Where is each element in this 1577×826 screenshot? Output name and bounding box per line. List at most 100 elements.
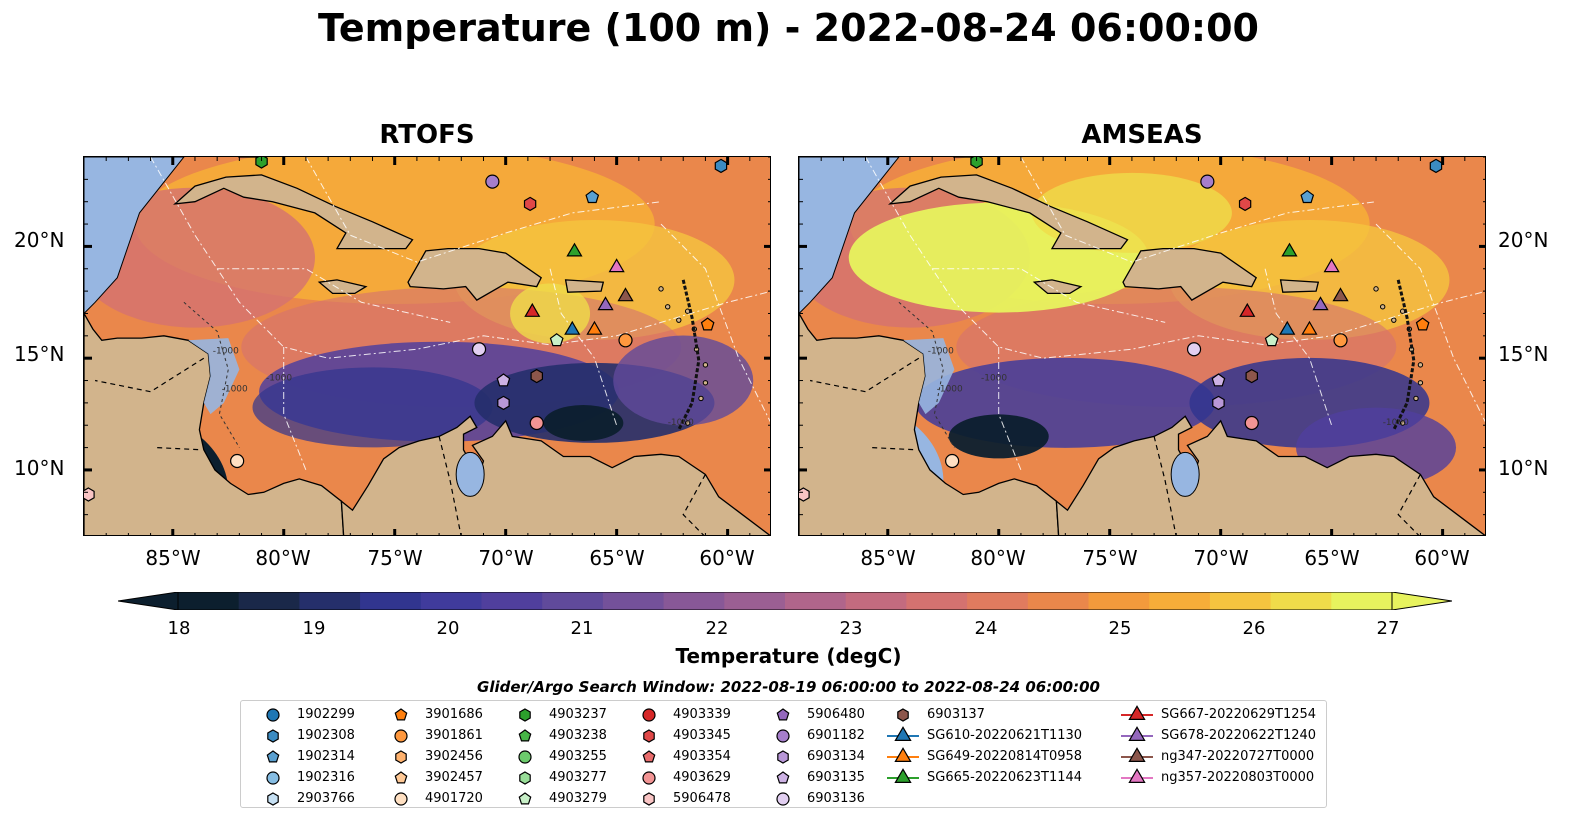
observation-marker-sg649-20220814t0958 (1301, 320, 1318, 335)
south-america-land (340, 415, 770, 535)
observation-marker-4903279 (549, 333, 564, 347)
observation-marker-6901182 (1200, 174, 1215, 189)
legend-label: 5906478 (673, 791, 731, 806)
observation-marker-sg665-20220623t1144 (1281, 242, 1298, 257)
legend-marker-pentagon (518, 729, 532, 742)
lon-label-60w-left: 60°W (699, 546, 755, 570)
legend-marker-triangle (1128, 747, 1146, 762)
legend-marker-triangle (894, 726, 912, 741)
legend-marker-circle (776, 792, 790, 806)
observation-marker-4903237 (970, 157, 983, 169)
legend-label: 6903134 (807, 749, 865, 764)
lon-label-65w-left: 65°W (589, 546, 645, 570)
legend-label: SG678-20220622T1240 (1161, 728, 1317, 743)
legend-label: 1902316 (297, 770, 355, 785)
legend-marker-triangle (894, 747, 912, 762)
observation-marker-1902314 (1300, 189, 1315, 204)
contour-label: -1000 (668, 418, 694, 428)
legend-label: 5906480 (807, 707, 865, 722)
legend-label: 4903279 (549, 791, 607, 806)
observation-marker-sg667-20220629t1254 (1239, 302, 1256, 317)
lon-label-75w-right: 75°W (1082, 546, 1138, 570)
lon-label-65w-right: 65°W (1304, 546, 1360, 570)
lon-label-60w-right: 60°W (1414, 546, 1470, 570)
legend-label: 3902457 (425, 770, 483, 785)
colorbar-gradient (117, 591, 1453, 611)
observation-marker-6901182 (485, 174, 500, 189)
hispaniola-land (1122, 247, 1258, 301)
observation-marker-3901861 (618, 333, 633, 348)
observation-marker-1902314 (585, 189, 600, 204)
legend-label: 4903255 (549, 749, 607, 764)
legend-marker-pentagon (394, 771, 408, 784)
observation-marker-6903135 (496, 373, 511, 387)
observation-marker-sg610-20220621t1130 (564, 320, 581, 335)
legend-marker-pentagon (394, 708, 408, 721)
observation-marker-3901686 (1415, 317, 1430, 331)
legend-label: 4903339 (673, 707, 731, 722)
legend-marker-pentagon (776, 771, 790, 784)
observation-marker-ng347-20220727t0000 (1332, 287, 1349, 302)
observation-marker-3901861 (1333, 333, 1348, 348)
legend-marker-hexagon (777, 750, 789, 764)
legend-marker-pentagon (776, 708, 790, 721)
colorbar-label: Temperature (degC) (675, 644, 902, 668)
legend-label: SG667-20220629T1254 (1161, 707, 1317, 722)
legend-label: 6903137 (927, 707, 985, 722)
legend-marker-hexagon (519, 771, 531, 785)
legend-marker-pentagon (518, 792, 532, 805)
legend-marker-triangle (1128, 768, 1146, 783)
observation-marker-6903134 (1212, 395, 1225, 411)
legend-label: 4903238 (549, 728, 607, 743)
observation-marker-1902308 (714, 158, 728, 174)
observation-marker-6903137 (1245, 368, 1258, 384)
observation-marker-4903345 (523, 196, 537, 212)
legend-label: 3901861 (425, 728, 483, 743)
legend-label: 3902456 (425, 749, 483, 764)
observation-marker-sg678-20220622t1240 (597, 296, 614, 311)
colorbar-tick: 23 (839, 618, 863, 639)
legend: 1902299 1902308 1902314 1902316 2903766 39016… (240, 700, 1327, 808)
legend-label: 4903354 (673, 749, 731, 764)
observation-marker-ng357-20220803t0000 (1323, 258, 1340, 273)
lon-label-85w-left: 85°W (145, 546, 201, 570)
lon-label-75w-left: 75°W (367, 546, 423, 570)
observation-marker-4901720 (230, 453, 245, 469)
legend-marker-hexagon (519, 708, 531, 722)
lat-label-10n-left: 10°N (14, 456, 65, 480)
legend-label: 1902299 (297, 707, 355, 722)
observation-marker-5906478 (84, 487, 95, 502)
legend-marker-circle (642, 771, 656, 785)
legend-marker-hexagon (267, 729, 279, 743)
lon-label-70w-left: 70°W (478, 546, 534, 570)
observation-marker-1902308 (1429, 158, 1443, 174)
legend-label: 6903136 (807, 791, 865, 806)
legend-label: 6903135 (807, 770, 865, 785)
legend-marker-circle (776, 729, 790, 743)
legend-marker-circle (266, 771, 280, 785)
puerto-rico-land (1279, 279, 1320, 293)
colorbar (117, 591, 1453, 611)
legend-marker-hexagon (643, 729, 655, 743)
lon-label-70w-right: 70°W (1193, 546, 1249, 570)
observation-marker-sg610-20220621t1130 (1279, 320, 1296, 335)
legend-label: 4903237 (549, 707, 607, 722)
legend-marker-circle (642, 708, 656, 722)
observation-marker-sg665-20220623t1144 (566, 242, 583, 257)
observation-marker-4903237 (255, 157, 268, 169)
contour-label: -1000 (981, 374, 1007, 384)
jamaica-land (1032, 279, 1083, 295)
contour-label: -1000 (928, 347, 954, 357)
colorbar-tick: 18 (167, 618, 191, 639)
legend-label: 1902314 (297, 749, 355, 764)
colorbar-tick: 24 (974, 618, 998, 639)
observation-marker-5906478 (799, 487, 810, 502)
contour-label: -1000 (266, 374, 292, 384)
legend-label: SG649-20220814T0958 (927, 749, 1083, 764)
legend-marker-circle (518, 750, 532, 764)
cuba-land (173, 174, 414, 250)
cuba-land (888, 174, 1129, 250)
puerto-rico-land (564, 279, 605, 293)
legend-marker-triangle (894, 768, 912, 783)
lat-label-10n-right: 10°N (1498, 456, 1549, 480)
